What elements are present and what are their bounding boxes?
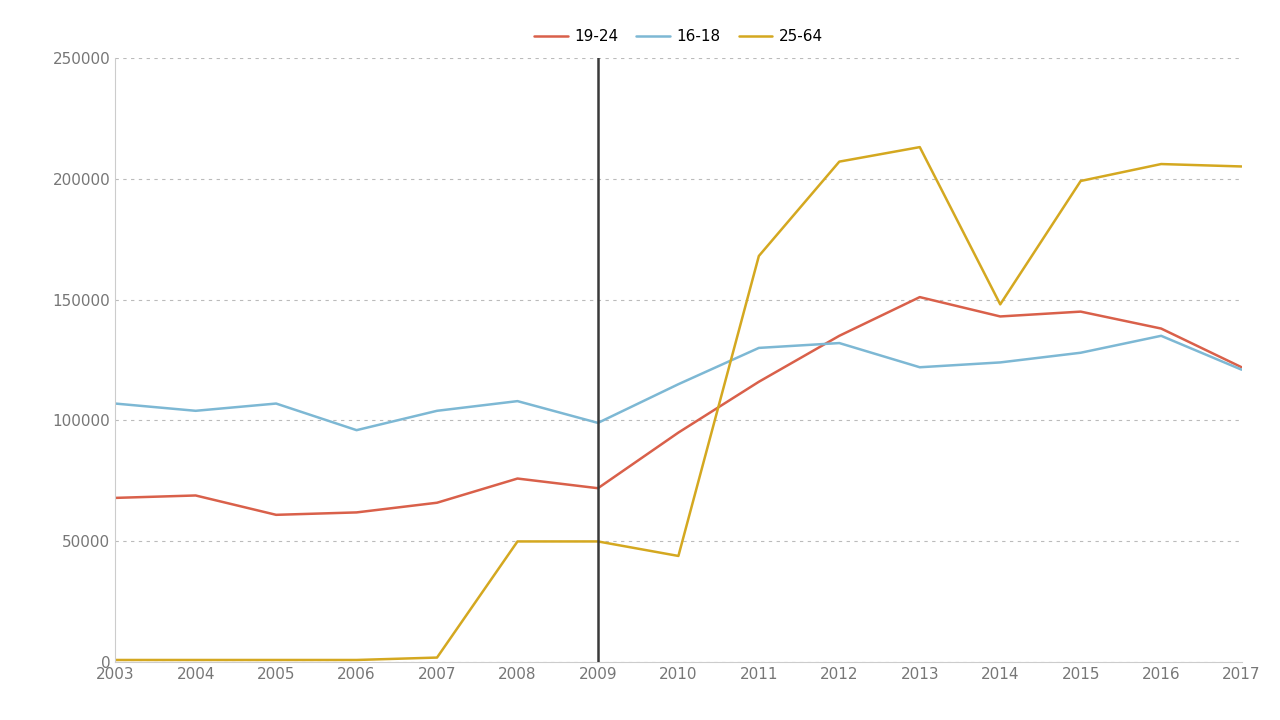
25-64 xyxy=(269,656,284,665)
16-18 xyxy=(269,399,284,408)
19-24 xyxy=(751,377,767,386)
Line: 19-24: 19-24 xyxy=(115,297,1242,515)
16-18 xyxy=(429,407,444,415)
16-18 xyxy=(1073,348,1088,357)
19-24 xyxy=(1153,324,1169,333)
25-64 xyxy=(1234,162,1249,171)
19-24 xyxy=(1073,307,1088,316)
25-64 xyxy=(188,656,204,665)
25-64 xyxy=(349,656,365,665)
19-24 xyxy=(1234,363,1249,372)
16-18 xyxy=(992,358,1007,366)
Line: 25-64: 25-64 xyxy=(115,147,1242,660)
19-24 xyxy=(992,312,1007,321)
19-24 xyxy=(188,491,204,500)
16-18 xyxy=(1234,365,1249,374)
25-64 xyxy=(509,537,525,546)
19-24 xyxy=(913,293,928,302)
19-24 xyxy=(509,474,525,483)
25-64 xyxy=(992,300,1007,309)
Line: 16-18: 16-18 xyxy=(115,336,1242,430)
25-64 xyxy=(590,537,605,546)
Legend: 19-24, 16-18, 25-64: 19-24, 16-18, 25-64 xyxy=(529,23,828,50)
16-18 xyxy=(590,418,605,427)
16-18 xyxy=(1153,331,1169,340)
25-64 xyxy=(751,252,767,261)
16-18 xyxy=(188,407,204,415)
19-24 xyxy=(429,498,444,507)
25-64 xyxy=(429,653,444,662)
19-24 xyxy=(108,494,123,503)
16-18 xyxy=(671,380,686,389)
25-64 xyxy=(108,656,123,665)
19-24 xyxy=(671,428,686,437)
19-24 xyxy=(269,510,284,519)
16-18 xyxy=(108,399,123,408)
16-18 xyxy=(509,397,525,405)
16-18 xyxy=(751,343,767,352)
25-64 xyxy=(913,143,928,151)
19-24 xyxy=(590,484,605,492)
16-18 xyxy=(832,338,847,347)
25-64 xyxy=(671,552,686,560)
16-18 xyxy=(349,426,365,434)
16-18 xyxy=(913,363,928,372)
25-64 xyxy=(832,157,847,166)
25-64 xyxy=(1153,160,1169,168)
19-24 xyxy=(349,508,365,517)
19-24 xyxy=(832,331,847,340)
25-64 xyxy=(1073,176,1088,185)
